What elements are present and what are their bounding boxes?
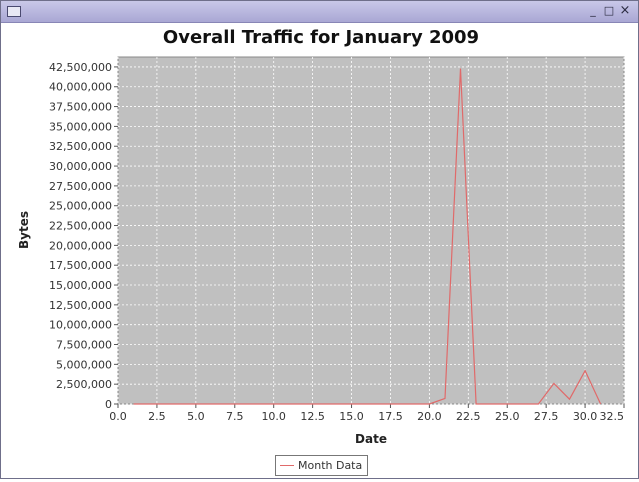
- y-tick-label: 12,500,000: [49, 299, 112, 312]
- x-tick-label: 27.5: [534, 410, 559, 423]
- app-window-icon[interactable]: [7, 6, 21, 17]
- chart-legend: Month Data: [275, 455, 369, 476]
- x-tick-label: 32.5: [600, 410, 625, 423]
- maximize-icon[interactable]: □: [603, 4, 615, 17]
- y-tick-label: 5,000,000: [56, 358, 112, 371]
- y-tick-label: 22,500,000: [49, 220, 112, 233]
- x-tick-label: 17.5: [378, 410, 403, 423]
- x-tick-label: 20.0: [417, 410, 442, 423]
- x-tick-label: 22.5: [456, 410, 481, 423]
- y-tick-label: 15,000,000: [49, 279, 112, 292]
- y-tick-label: 25,000,000: [49, 200, 112, 213]
- minimize-icon[interactable]: _: [590, 4, 596, 17]
- x-tick-label: 30.0: [573, 410, 598, 423]
- y-tick-label: 35,000,000: [49, 120, 112, 133]
- x-tick-label: 7.5: [226, 410, 244, 423]
- traffic-line-chart: Overall Traffic for January 2009 0 2,500,…: [17, 27, 625, 446]
- y-axis-label: Bytes: [17, 211, 31, 249]
- x-axis-label: Date: [355, 432, 387, 446]
- legend-swatch: [280, 465, 294, 466]
- chart-panel: Overall Traffic for January 2009 0 2,500,…: [1, 23, 638, 478]
- y-tick-label: 17,500,000: [49, 259, 112, 272]
- y-tick-label: 32,500,000: [49, 140, 112, 153]
- chart-title: Overall Traffic for January 2009: [163, 27, 479, 48]
- y-tick-label: 0: [105, 398, 112, 411]
- x-tick-label: 0.0: [109, 410, 127, 423]
- x-tick-label: 15.0: [339, 410, 364, 423]
- y-axis-ticks: 0 2,500,000 5,000,000 7,500,000 10,000,000 12…: [49, 61, 118, 411]
- y-tick-label: 30,000,000: [49, 160, 112, 173]
- close-icon[interactable]: ×: [619, 3, 631, 18]
- x-axis-ticks: 0.0 2.5 5.0 7.5 10.0 12.5 15.0 17.5 20.0 22.5 25.0…: [109, 404, 625, 423]
- y-tick-label: 20,000,000: [49, 239, 112, 252]
- x-tick-label: 25.0: [495, 410, 520, 423]
- y-tick-label: 42,500,000: [49, 61, 112, 74]
- y-tick-label: 7,500,000: [56, 339, 112, 352]
- series-line: [133, 68, 602, 405]
- y-tick-label: 10,000,000: [49, 319, 112, 332]
- x-tick-label: 5.0: [187, 410, 205, 423]
- plot-background: [117, 56, 625, 405]
- y-tick-label: 37,500,000: [49, 101, 112, 114]
- legend-label: Month Data: [298, 459, 363, 472]
- y-tick-label: 27,500,000: [49, 180, 112, 193]
- x-tick-label: 12.5: [300, 410, 325, 423]
- series-layer: [133, 68, 602, 405]
- x-tick-label: 2.5: [148, 410, 166, 423]
- grid-lines: [117, 57, 625, 405]
- y-tick-label: 2,500,000: [56, 378, 112, 391]
- x-tick-label: 10.0: [261, 410, 286, 423]
- y-tick-label: 40,000,000: [49, 81, 112, 94]
- title-bar[interactable]: _ □ ×: [1, 1, 638, 23]
